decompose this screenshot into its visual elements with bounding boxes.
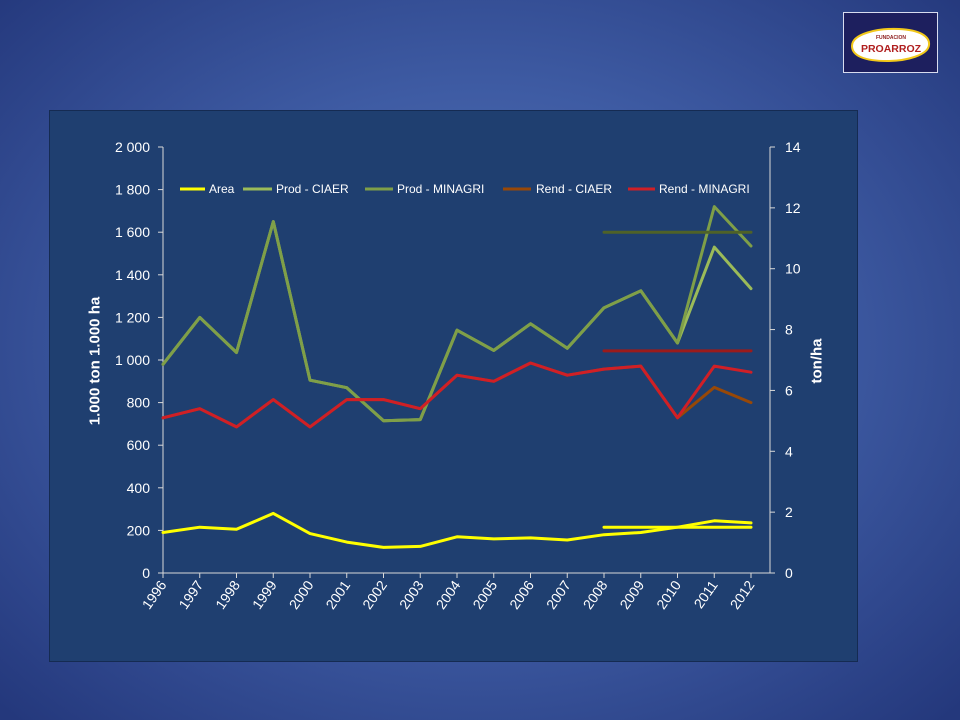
legend-item-area: Area <box>180 182 235 196</box>
legend-label-rend-ciaer: Rend - CIAER <box>536 182 612 196</box>
series-line-prod-minagri <box>161 205 753 423</box>
right-tick-label: 14 <box>785 139 801 155</box>
legend: Area Prod - CIAER Prod - MINAGRI Rend - … <box>180 182 750 196</box>
right-tick-label: 8 <box>785 322 793 338</box>
legend-label-prod-ciaer: Prod - CIAER <box>276 182 349 196</box>
left-tick-label: 0 <box>142 565 150 581</box>
logo-emblem <box>850 27 931 63</box>
legend-label-area: Area <box>209 182 235 196</box>
left-tick-label: 2 000 <box>115 139 150 155</box>
left-tick-label: 1 600 <box>115 224 150 240</box>
legend-label-rend-minagri: Rend - MINAGRI <box>659 182 750 196</box>
right-tick-label: 10 <box>785 261 801 277</box>
right-tick-label: 0 <box>785 565 793 581</box>
right-axis-title: ton/ha <box>809 338 826 384</box>
axes: 0 200 400 600 800 1 000 1 200 1 400 1 600 1 800 2 … <box>115 139 801 612</box>
series-lines <box>161 205 753 549</box>
left-tick-label: 1 000 <box>115 352 150 368</box>
line-chart: 0 200 400 600 800 1 000 1 200 1 400 1 600 1 800 2 … <box>49 110 858 662</box>
legend-item-prod-minagri: Prod - MINAGRI <box>365 182 484 196</box>
right-tick-label: 6 <box>785 382 793 398</box>
logo-text-fundacion: FUNDACION <box>876 35 906 41</box>
legend-item-rend-ciaer: Rend - CIAER <box>503 182 612 196</box>
chart-panel: 0 200 400 600 800 1 000 1 200 1 400 1 600 1 800 2 … <box>49 110 858 662</box>
right-tick-label: 4 <box>785 443 793 459</box>
left-axis-title: 1.000 ton 1.000 ha <box>87 296 104 425</box>
legend-item-rend-minagri: Rend - MINAGRI <box>628 182 750 196</box>
logo-text-proarroz: PROARROZ <box>861 43 922 55</box>
left-tick-label: 400 <box>127 480 151 496</box>
left-tick-label: 800 <box>127 395 151 411</box>
legend-item-prod-ciaer: Prod - CIAER <box>243 182 349 196</box>
right-tick-label: 12 <box>785 200 801 216</box>
legend-label-prod-minagri: Prod - MINAGRI <box>397 182 484 196</box>
right-tick-label: 2 <box>785 504 793 520</box>
series-line-rend-minagri <box>161 361 753 429</box>
left-tick-label: 1 800 <box>115 182 150 198</box>
series-line-area <box>161 511 753 549</box>
proarroz-logo: FUNDACION PROARROZ <box>843 12 938 73</box>
left-tick-label: 600 <box>127 437 151 453</box>
left-tick-label: 1 400 <box>115 267 150 283</box>
chart-background <box>49 110 858 662</box>
left-tick-label: 200 <box>127 522 151 538</box>
left-tick-label: 1 200 <box>115 309 150 325</box>
